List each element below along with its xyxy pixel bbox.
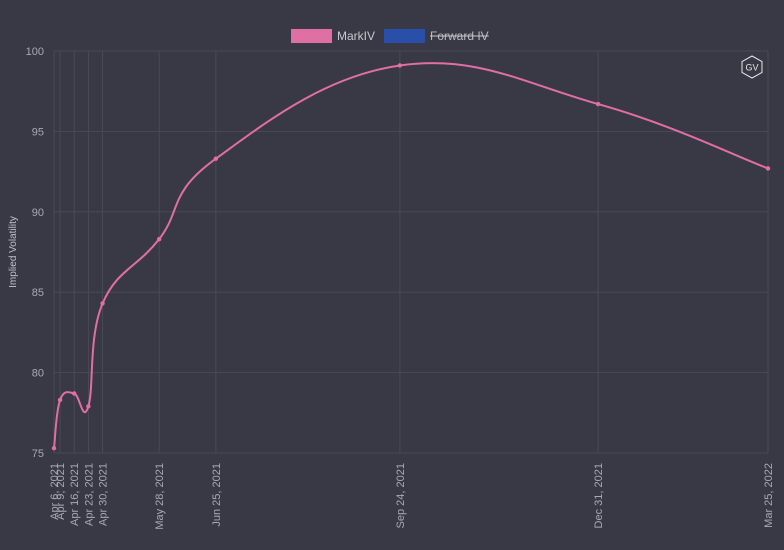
legend-item-markiv[interactable]: MarkIV bbox=[291, 29, 375, 43]
data-point bbox=[595, 101, 601, 107]
y-tick-label: 100 bbox=[26, 46, 44, 58]
gv-hexagon-logo-icon bbox=[741, 55, 763, 79]
x-tick-label: Jun 25, 2021 bbox=[211, 463, 223, 527]
data-point bbox=[86, 404, 91, 409]
x-tick-label: Apr 30, 2021 bbox=[98, 463, 110, 526]
data-point bbox=[765, 166, 771, 171]
x-tick-label: Apr 23, 2021 bbox=[83, 463, 95, 526]
x-tick-label: Apr 9, 2021 bbox=[55, 463, 67, 520]
data-point bbox=[51, 445, 57, 451]
gv-badge-text: GV bbox=[745, 63, 758, 73]
y-tick-label: 90 bbox=[32, 207, 44, 219]
x-tick-label: Apr 6, 2021 bbox=[49, 463, 61, 520]
x-tick-label: May 28, 2021 bbox=[154, 463, 166, 530]
x-tick-label: Mar 25, 2022 bbox=[763, 463, 775, 528]
y-tick-label: 80 bbox=[32, 368, 44, 380]
x-tick-label: Dec 31, 2021 bbox=[593, 463, 605, 528]
data-point bbox=[397, 63, 403, 68]
y-tick-label: 95 bbox=[32, 126, 44, 138]
data-point bbox=[57, 397, 63, 403]
legend-swatch bbox=[291, 29, 332, 43]
legend-swatch bbox=[384, 29, 425, 43]
series-line-markiv bbox=[53, 62, 769, 449]
y-axis-title: Implied Volatility bbox=[8, 216, 19, 288]
legend-item-forward-iv[interactable]: Forward IV bbox=[384, 29, 489, 43]
grid-layer bbox=[53, 50, 769, 454]
y-tick-label: 75 bbox=[32, 448, 44, 460]
x-tick-label: Sep 24, 2021 bbox=[395, 463, 407, 528]
legend: MarkIV Forward IV bbox=[291, 29, 489, 43]
legend-label: MarkIV bbox=[337, 29, 375, 43]
data-point bbox=[100, 301, 105, 306]
y-tick-label: 85 bbox=[32, 287, 44, 299]
x-tick-label: Apr 16, 2021 bbox=[69, 463, 81, 526]
data-point bbox=[72, 391, 77, 396]
series-layer bbox=[51, 62, 771, 451]
data-point bbox=[156, 236, 162, 242]
gv-badge: GV bbox=[741, 55, 763, 79]
data-point bbox=[213, 156, 219, 161]
